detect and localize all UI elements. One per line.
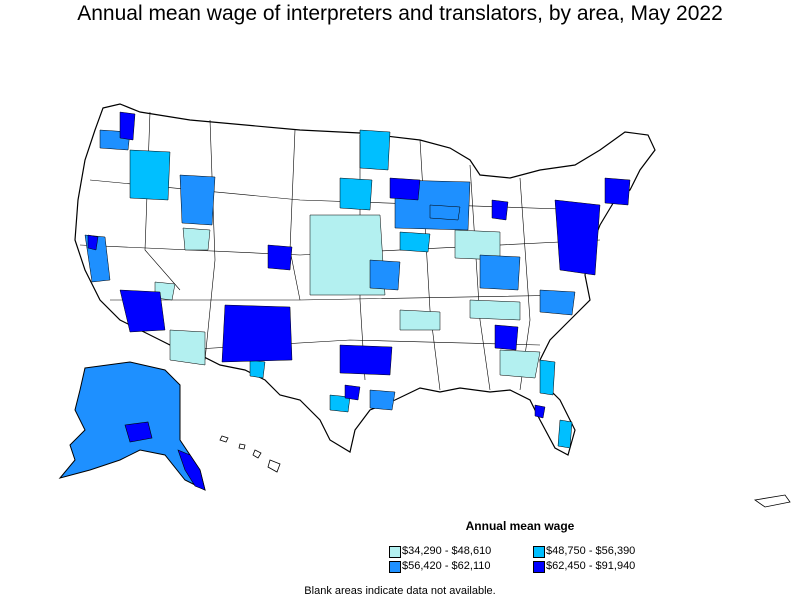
blank-areas-note: Blank areas indicate data not available. — [304, 585, 496, 597]
legend-swatch-4 — [533, 561, 545, 573]
areas-tier-2 — [129, 129, 573, 449]
legend-swatch-3 — [389, 561, 401, 573]
legend-swatch-2 — [533, 546, 545, 558]
legend-label: $62,450 - $91,940 — [546, 560, 636, 572]
legend-label: $56,420 - $62,110 — [402, 560, 491, 572]
legend-label: $48,750 - $56,390 — [546, 545, 636, 557]
legend-label: $34,290 - $48,610 — [402, 545, 492, 557]
areas-tier-1 — [154, 214, 541, 379]
alaska-panhandle — [177, 449, 206, 491]
puerto-rico — [753, 494, 791, 508]
legend-swatch-1 — [389, 546, 401, 558]
areas-tier-4 — [87, 111, 631, 419]
alaska-region — [124, 421, 153, 443]
legend-title: Annual mean wage — [465, 519, 575, 533]
map-title: Annual mean wage of interpreters and tra… — [77, 2, 723, 25]
hawaii-islands — [219, 435, 281, 473]
